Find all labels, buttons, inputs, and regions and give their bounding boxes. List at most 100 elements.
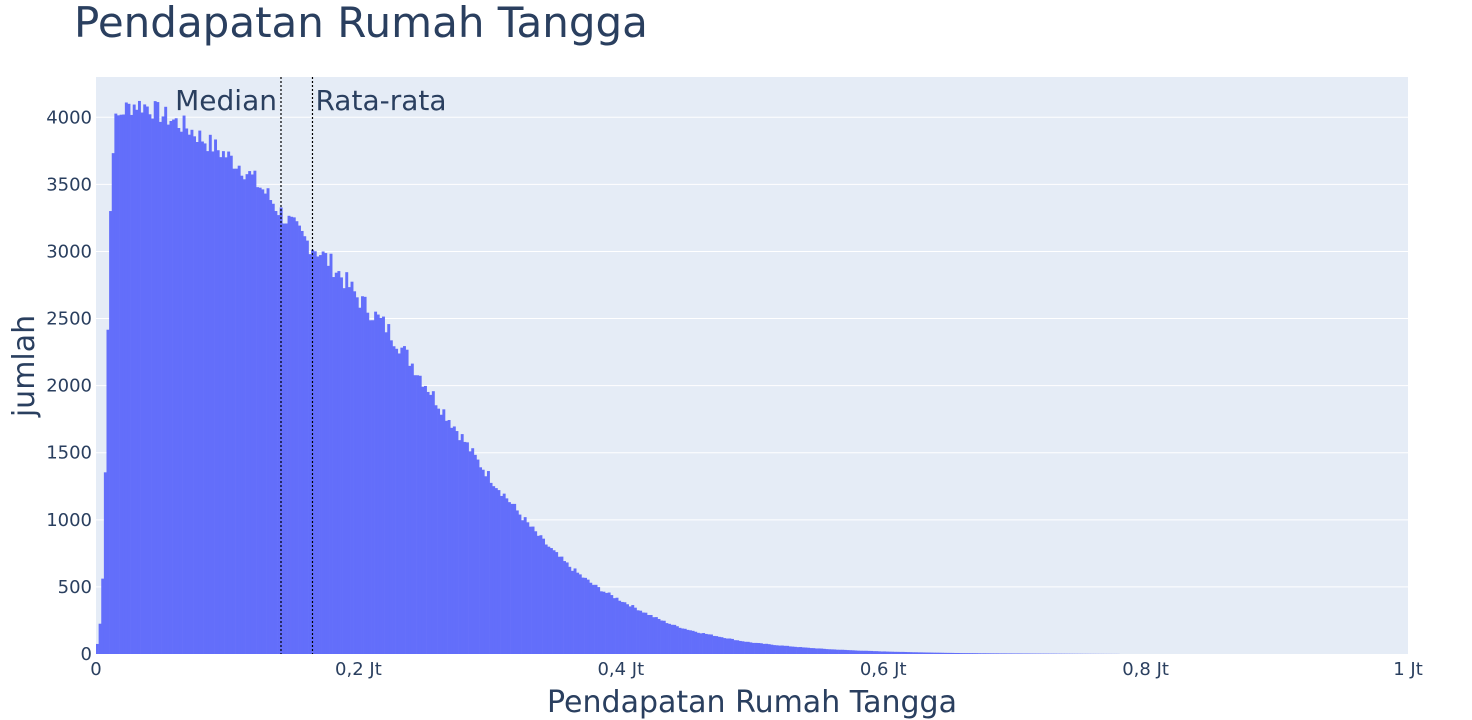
histogram-bar bbox=[563, 561, 566, 654]
histogram-bar bbox=[820, 648, 824, 654]
histogram-bar bbox=[649, 615, 653, 654]
histogram-bar bbox=[652, 617, 656, 654]
histogram-bar bbox=[772, 645, 776, 654]
histogram-bar bbox=[476, 459, 480, 654]
histogram-bar bbox=[1014, 653, 1018, 654]
y-tick-label: 0 bbox=[81, 644, 92, 665]
histogram-bar bbox=[938, 652, 942, 654]
histogram-bar bbox=[153, 101, 157, 654]
histogram-bar bbox=[353, 291, 357, 654]
histogram-bar bbox=[731, 638, 734, 654]
histogram-bar bbox=[723, 638, 727, 654]
histogram-bar bbox=[424, 385, 427, 654]
histogram-bar bbox=[166, 124, 170, 654]
histogram-bar bbox=[919, 652, 923, 654]
histogram-bar bbox=[864, 650, 868, 654]
histogram-bar bbox=[158, 121, 162, 655]
histogram-bar bbox=[930, 652, 934, 654]
histogram-bar bbox=[565, 562, 569, 654]
histogram-bar bbox=[361, 296, 364, 654]
histogram-bar bbox=[793, 646, 797, 654]
histogram-bar bbox=[678, 627, 682, 654]
histogram-bar bbox=[841, 649, 845, 654]
histogram-bar bbox=[817, 648, 821, 654]
histogram-bar bbox=[883, 651, 887, 654]
histogram-bar bbox=[460, 434, 464, 654]
histogram-bar bbox=[631, 605, 635, 654]
histogram-bar bbox=[96, 643, 99, 654]
histogram-bar bbox=[208, 134, 212, 655]
histogram-bar bbox=[1009, 653, 1013, 654]
histogram-bar bbox=[891, 651, 894, 654]
histogram-bar bbox=[786, 645, 790, 654]
histogram-bar bbox=[258, 187, 262, 654]
histogram-bar bbox=[576, 572, 580, 654]
histogram-bar bbox=[549, 548, 553, 654]
histogram-bar bbox=[746, 641, 750, 654]
histogram-bar bbox=[623, 602, 627, 654]
histogram-bar bbox=[305, 240, 309, 654]
histogram-bar bbox=[221, 151, 225, 655]
histogram-bar bbox=[568, 566, 572, 654]
histogram-bar bbox=[904, 651, 908, 654]
histogram-bar bbox=[292, 217, 296, 654]
histogram-bar bbox=[418, 375, 422, 654]
histogram-bar bbox=[586, 579, 590, 654]
histogram-bar bbox=[332, 277, 336, 654]
histogram-bar bbox=[274, 211, 278, 654]
histogram-bar bbox=[256, 187, 259, 654]
histogram-bar bbox=[471, 448, 475, 654]
histogram-bar bbox=[988, 653, 992, 654]
histogram-bar bbox=[132, 104, 136, 654]
histogram-bar bbox=[759, 643, 763, 654]
x-axis-title: Pendapatan Rumah Tangga bbox=[547, 685, 957, 720]
histogram-bar bbox=[300, 230, 304, 654]
y-tick-label: 3500 bbox=[46, 174, 92, 195]
histogram-bar bbox=[416, 375, 420, 654]
histogram-bar bbox=[340, 277, 343, 654]
histogram-bar bbox=[644, 612, 648, 654]
histogram-bar bbox=[867, 650, 871, 654]
histogram-bar bbox=[835, 649, 839, 654]
histogram-bar bbox=[515, 510, 519, 654]
histogram-bar bbox=[665, 623, 669, 654]
histogram-bar bbox=[775, 645, 779, 654]
histogram-bar bbox=[717, 636, 721, 654]
histogram-bar bbox=[707, 634, 711, 654]
histogram-bar bbox=[342, 288, 346, 654]
histogram-bar bbox=[828, 649, 832, 654]
histogram-bar bbox=[127, 103, 131, 654]
histogram-bar bbox=[290, 216, 294, 654]
annotations: Median Rata-rata bbox=[175, 77, 447, 654]
histogram-bar bbox=[250, 174, 254, 655]
histogram-bar bbox=[206, 151, 210, 655]
histogram-bar bbox=[156, 102, 160, 654]
histogram-bar bbox=[961, 653, 965, 654]
histogram-bar bbox=[358, 307, 362, 654]
histogram-bar bbox=[654, 617, 658, 654]
histogram-bar bbox=[261, 189, 265, 655]
histogram-bar bbox=[788, 646, 792, 654]
histogram-bar bbox=[124, 102, 128, 655]
histogram-bar bbox=[675, 626, 679, 654]
histogram-bar bbox=[738, 640, 742, 654]
histogram-bar bbox=[681, 628, 685, 654]
histogram-bar bbox=[311, 249, 315, 654]
histogram-bar bbox=[172, 119, 176, 654]
histogram-bar bbox=[555, 552, 559, 654]
histogram-bar bbox=[956, 652, 960, 654]
histogram-bar bbox=[633, 607, 637, 654]
histogram-bar bbox=[597, 587, 601, 654]
histogram-bar bbox=[507, 502, 511, 654]
histogram-bar bbox=[463, 441, 467, 654]
histogram-bar bbox=[426, 391, 430, 654]
histogram-bar bbox=[492, 486, 496, 654]
histogram-bar bbox=[334, 272, 338, 654]
histogram-bar bbox=[702, 633, 706, 654]
histogram-bar bbox=[689, 630, 692, 654]
histogram-bar bbox=[140, 112, 144, 654]
histogram-bar bbox=[169, 121, 173, 654]
histogram-bar bbox=[329, 253, 333, 655]
histogram-bar bbox=[174, 118, 178, 654]
histogram-bar bbox=[636, 610, 640, 654]
